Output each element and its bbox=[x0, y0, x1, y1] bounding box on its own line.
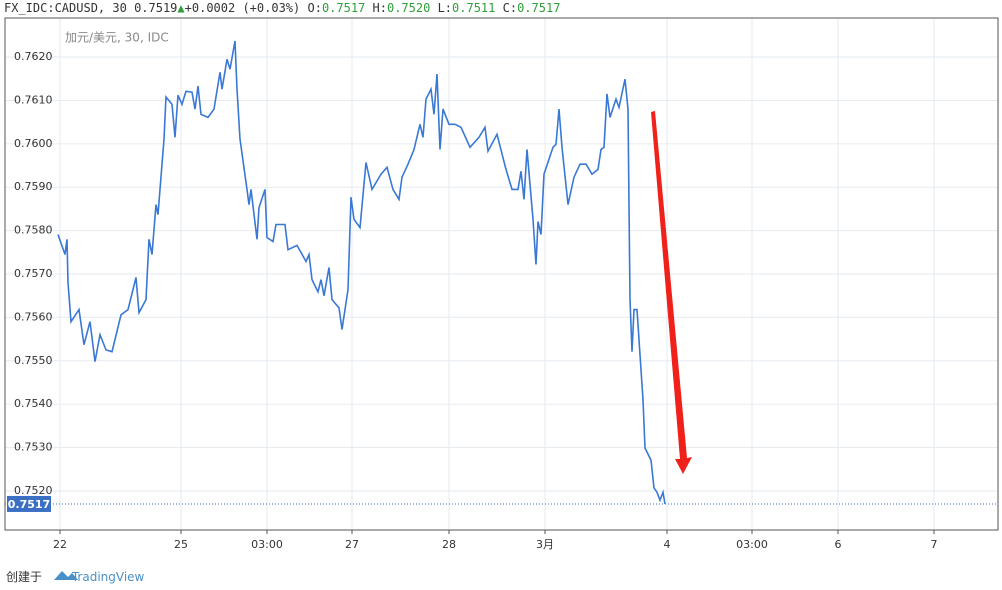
x-tick-label: 22 bbox=[53, 538, 67, 551]
x-tick-label: 27 bbox=[345, 538, 359, 551]
symbol: FX_IDC:CADUSD, 30 bbox=[4, 1, 127, 15]
x-tick-label: 6 bbox=[835, 538, 842, 551]
h-value: 0.7520 bbox=[386, 1, 431, 15]
o-value: 0.7517 bbox=[321, 1, 366, 15]
grid bbox=[5, 18, 998, 530]
h-label: H: bbox=[372, 1, 387, 15]
x-tick-label: 25 bbox=[174, 538, 188, 551]
created-label: 创建于 bbox=[6, 570, 43, 584]
header: FX_IDC:CADUSD, 30 0.7519▲+0.0002 (+0.03%… bbox=[4, 1, 560, 15]
last-price-box bbox=[7, 495, 51, 512]
y-tick-label: 0.7580 bbox=[14, 224, 53, 237]
c-label: C: bbox=[502, 1, 518, 15]
x-tick-label: 03:00 bbox=[736, 538, 768, 551]
x-tick-label: 28 bbox=[442, 538, 456, 551]
footer: 创建于 TradingView bbox=[6, 568, 144, 585]
o-label: O: bbox=[307, 1, 322, 15]
y-tick-label: 0.7520 bbox=[14, 484, 53, 497]
y-tick-label: 0.7610 bbox=[14, 93, 53, 106]
brand-link[interactable]: TradingView bbox=[71, 570, 145, 584]
c-value: 0.7517 bbox=[517, 1, 561, 15]
x-tick-label: 4 bbox=[664, 538, 671, 551]
l-label: L: bbox=[437, 1, 453, 15]
annotation-arrow bbox=[651, 111, 692, 474]
plot-frame bbox=[4, 17, 999, 531]
x-tick-label: 03:00 bbox=[251, 538, 283, 551]
y-tick-label: 0.7530 bbox=[14, 441, 53, 454]
x-tick-label: 3月 bbox=[536, 538, 554, 551]
last-price-label: 0.7517 bbox=[8, 498, 50, 511]
y-tick-label: 0.7550 bbox=[14, 354, 53, 367]
tv-logo bbox=[54, 571, 78, 580]
watermark: 加元/美元, 30, IDC bbox=[65, 31, 169, 45]
y-tick-label: 0.7560 bbox=[14, 310, 53, 323]
up-arrow: ▲ bbox=[177, 1, 185, 15]
tv-logo-shape bbox=[54, 571, 78, 580]
price-line bbox=[57, 40, 666, 505]
y-tick-label: 0.7590 bbox=[14, 180, 53, 193]
y-tick-label: 0.7620 bbox=[14, 50, 53, 63]
y-tick-label: 0.7570 bbox=[14, 267, 53, 280]
price: 0.7519 bbox=[134, 1, 178, 15]
change: +0.0002 (+0.03%) bbox=[184, 1, 301, 15]
l-value: 0.7511 bbox=[452, 1, 496, 15]
x-tick-label: 7 bbox=[931, 538, 938, 551]
y-tick-label: 0.7540 bbox=[14, 397, 53, 410]
y-tick-label: 0.7600 bbox=[14, 137, 53, 150]
